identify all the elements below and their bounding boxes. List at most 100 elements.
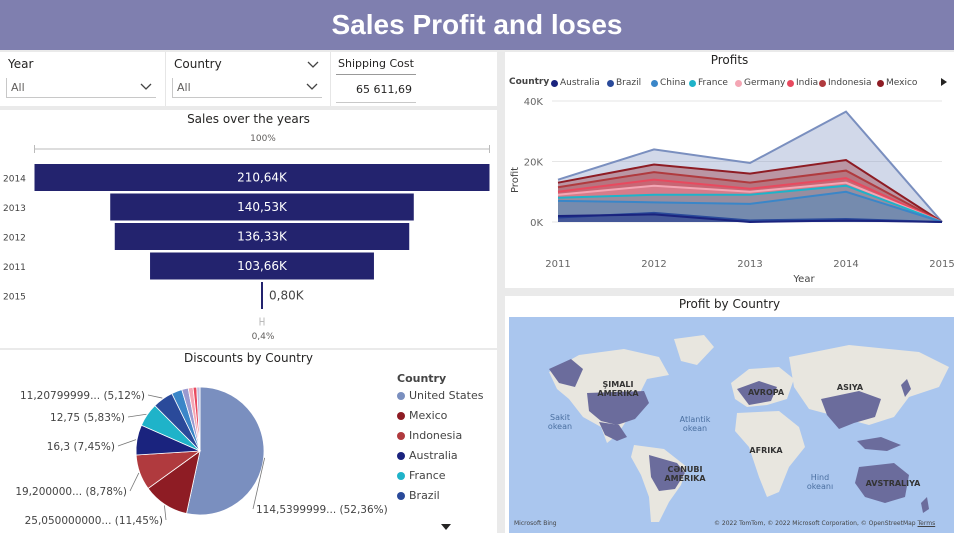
new-zealand-country xyxy=(921,497,929,513)
legend-swatch xyxy=(397,391,405,400)
funnel-year-label: 2015 xyxy=(3,293,26,303)
world-map[interactable] xyxy=(509,317,954,533)
funnel-year-label: 2014 xyxy=(3,175,26,185)
profits-legend-item[interactable]: Australia xyxy=(551,78,600,88)
indonesia-country xyxy=(857,437,901,451)
chevron-down-icon[interactable] xyxy=(307,58,319,70)
y-tick-label: 20K xyxy=(524,158,544,169)
country-slicer-title: Country xyxy=(174,57,222,71)
pie-legend-label: Indonesia xyxy=(409,429,463,442)
funnel-year-label: 2013 xyxy=(3,204,26,214)
alaska-country xyxy=(549,359,583,387)
line-india xyxy=(557,177,943,223)
profits-legend-item[interactable]: Germany xyxy=(735,78,785,88)
pie-leader-line xyxy=(129,472,140,492)
profits-legend-label: India xyxy=(796,78,819,88)
pie-legend-item[interactable]: United States xyxy=(397,389,484,402)
pie-legend-item[interactable]: Brazil xyxy=(397,489,440,502)
year-dropdown[interactable]: All xyxy=(6,78,156,98)
profits-area-chart: 40K 20K 0K 2011 2012 2013 2014 2015 Year Profit xyxy=(510,97,954,285)
pie-legend-title: Country xyxy=(397,372,447,385)
pie-data-label: 19,200000... (8,78%) xyxy=(15,486,127,498)
legend-swatch xyxy=(397,451,405,460)
country-dropdown-value: All xyxy=(177,81,191,94)
x-tick-label: 2012 xyxy=(641,259,666,270)
funnel-bar-2014[interactable] xyxy=(34,164,490,191)
x-tick-label: 2014 xyxy=(833,259,858,270)
funnel-year-label: 2011 xyxy=(3,263,26,273)
profits-legend-item[interactable]: India xyxy=(787,78,818,88)
profits-legend-label: China xyxy=(660,78,686,88)
area-australia[interactable] xyxy=(558,214,942,222)
area-india[interactable] xyxy=(558,178,942,222)
map-label-as: ASIYA xyxy=(836,383,864,392)
profits-legend-title: Country xyxy=(509,77,550,87)
pie-leader-line xyxy=(147,394,163,399)
profits-legend-item[interactable]: Brazil xyxy=(607,78,641,88)
funnel-value-label: 0,80K xyxy=(269,289,305,303)
chevron-down-icon xyxy=(140,83,152,90)
profits-legend-label: France xyxy=(698,78,728,88)
pie-legend-item[interactable]: Indonesia xyxy=(397,429,462,442)
country-dropdown[interactable]: All xyxy=(172,78,322,98)
line-united-states xyxy=(557,110,943,223)
pie-title: Discounts by Country xyxy=(184,351,313,365)
pie-data-label: 12,75 (5,83%) xyxy=(50,412,125,424)
pie-legend-item[interactable]: France xyxy=(397,469,446,482)
profits-legend-item[interactable]: China xyxy=(651,78,686,88)
funnel-chart: 2014 210,64K 2013 140,53K 2012 136,33K 2011 103… xyxy=(3,145,490,326)
funnel-bar-2011[interactable] xyxy=(150,252,374,280)
sales-funnel-panel: Sales over the years 100% 2014 210,64K 201… xyxy=(0,110,497,348)
shipping-cost-value: 65 611,69 xyxy=(356,83,412,96)
legend-swatch xyxy=(819,79,826,87)
pie-data-label: 16,3 (7,45%) xyxy=(47,441,115,453)
profits-legend-label: Indonesia xyxy=(828,78,872,88)
brazil-country xyxy=(649,455,685,491)
funnel-value-label: 103,66K xyxy=(237,259,288,273)
funnel-bar-2015[interactable] xyxy=(261,282,263,309)
map-label-af: AFRIKA xyxy=(749,446,783,455)
pie-legend-label: Mexico xyxy=(409,409,448,422)
pie-legend-item[interactable]: Mexico xyxy=(397,409,447,422)
legend-next-icon[interactable] xyxy=(941,78,947,86)
line-australia xyxy=(557,213,943,224)
greenland-landmass xyxy=(674,335,714,365)
funnel-bar-2013[interactable] xyxy=(110,193,414,221)
pie-data-label: 114,5399999... (52,36%) xyxy=(256,504,388,516)
profits-legend-label: Brazil xyxy=(616,78,642,88)
legend-swatch xyxy=(787,79,794,87)
bing-logo: Microsoft Bing xyxy=(514,520,557,527)
profits-legend-item[interactable]: Indonesia xyxy=(819,78,872,88)
australia-country xyxy=(855,463,909,503)
pie-slice[interactable] xyxy=(186,386,265,516)
pie-leader-line xyxy=(164,505,167,521)
line-mexico xyxy=(557,158,943,223)
terms-link[interactable]: Terms xyxy=(917,520,936,527)
legend-swatch xyxy=(651,79,658,87)
legend-swatch xyxy=(607,79,614,87)
map-label-pac: Sakit okean xyxy=(547,413,573,431)
profits-panel: Profits Country Australia Brazil China Fran… xyxy=(505,52,954,288)
map-panel: Profit by Country ŞIMALI AMERIKA AVROPA AS… xyxy=(505,296,954,533)
africa-landmass xyxy=(735,411,805,497)
map-label-eu: AVROPA xyxy=(747,388,785,397)
funnel-bar-2012[interactable] xyxy=(114,223,410,250)
pie-slice[interactable] xyxy=(196,386,201,452)
funnel-value-label: 210,64K xyxy=(237,171,288,185)
legend-swatch xyxy=(397,491,405,500)
pie-legend-item[interactable]: Australia xyxy=(397,449,458,462)
line-france xyxy=(557,184,943,223)
discounts-pie-panel: Discounts by Country 11,20799999... (5,1… xyxy=(0,350,497,533)
line-indonesia xyxy=(557,169,943,223)
pie-legend-label: Australia xyxy=(409,449,458,462)
profits-legend-item[interactable]: Mexico xyxy=(877,78,917,88)
x-axis-title: Year xyxy=(792,274,815,285)
legend-swatch xyxy=(397,431,405,440)
chevron-down-icon xyxy=(306,83,318,90)
europe-countries xyxy=(737,381,777,405)
legend-swatch xyxy=(689,79,696,87)
mexico-country xyxy=(599,422,627,441)
scroll-down-icon[interactable] xyxy=(441,524,451,530)
pie-data-label: 11,20799999... (5,12%) xyxy=(20,390,145,402)
profits-legend-item[interactable]: France xyxy=(689,78,728,88)
